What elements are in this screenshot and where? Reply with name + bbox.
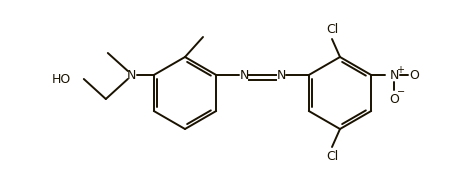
Text: N: N xyxy=(276,68,286,82)
Text: −: − xyxy=(397,87,405,97)
Text: O: O xyxy=(409,68,419,82)
Text: +: + xyxy=(396,65,404,75)
Text: O: O xyxy=(389,92,399,105)
Text: N: N xyxy=(239,68,249,82)
Text: N: N xyxy=(127,68,136,82)
Text: Cl: Cl xyxy=(326,23,338,36)
Text: N: N xyxy=(389,68,399,82)
Text: HO: HO xyxy=(52,73,71,85)
Text: Cl: Cl xyxy=(326,151,338,164)
